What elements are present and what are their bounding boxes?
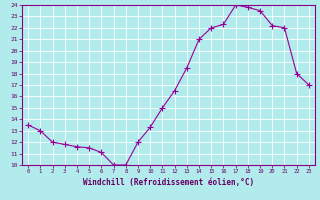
X-axis label: Windchill (Refroidissement éolien,°C): Windchill (Refroidissement éolien,°C) bbox=[83, 178, 254, 187]
